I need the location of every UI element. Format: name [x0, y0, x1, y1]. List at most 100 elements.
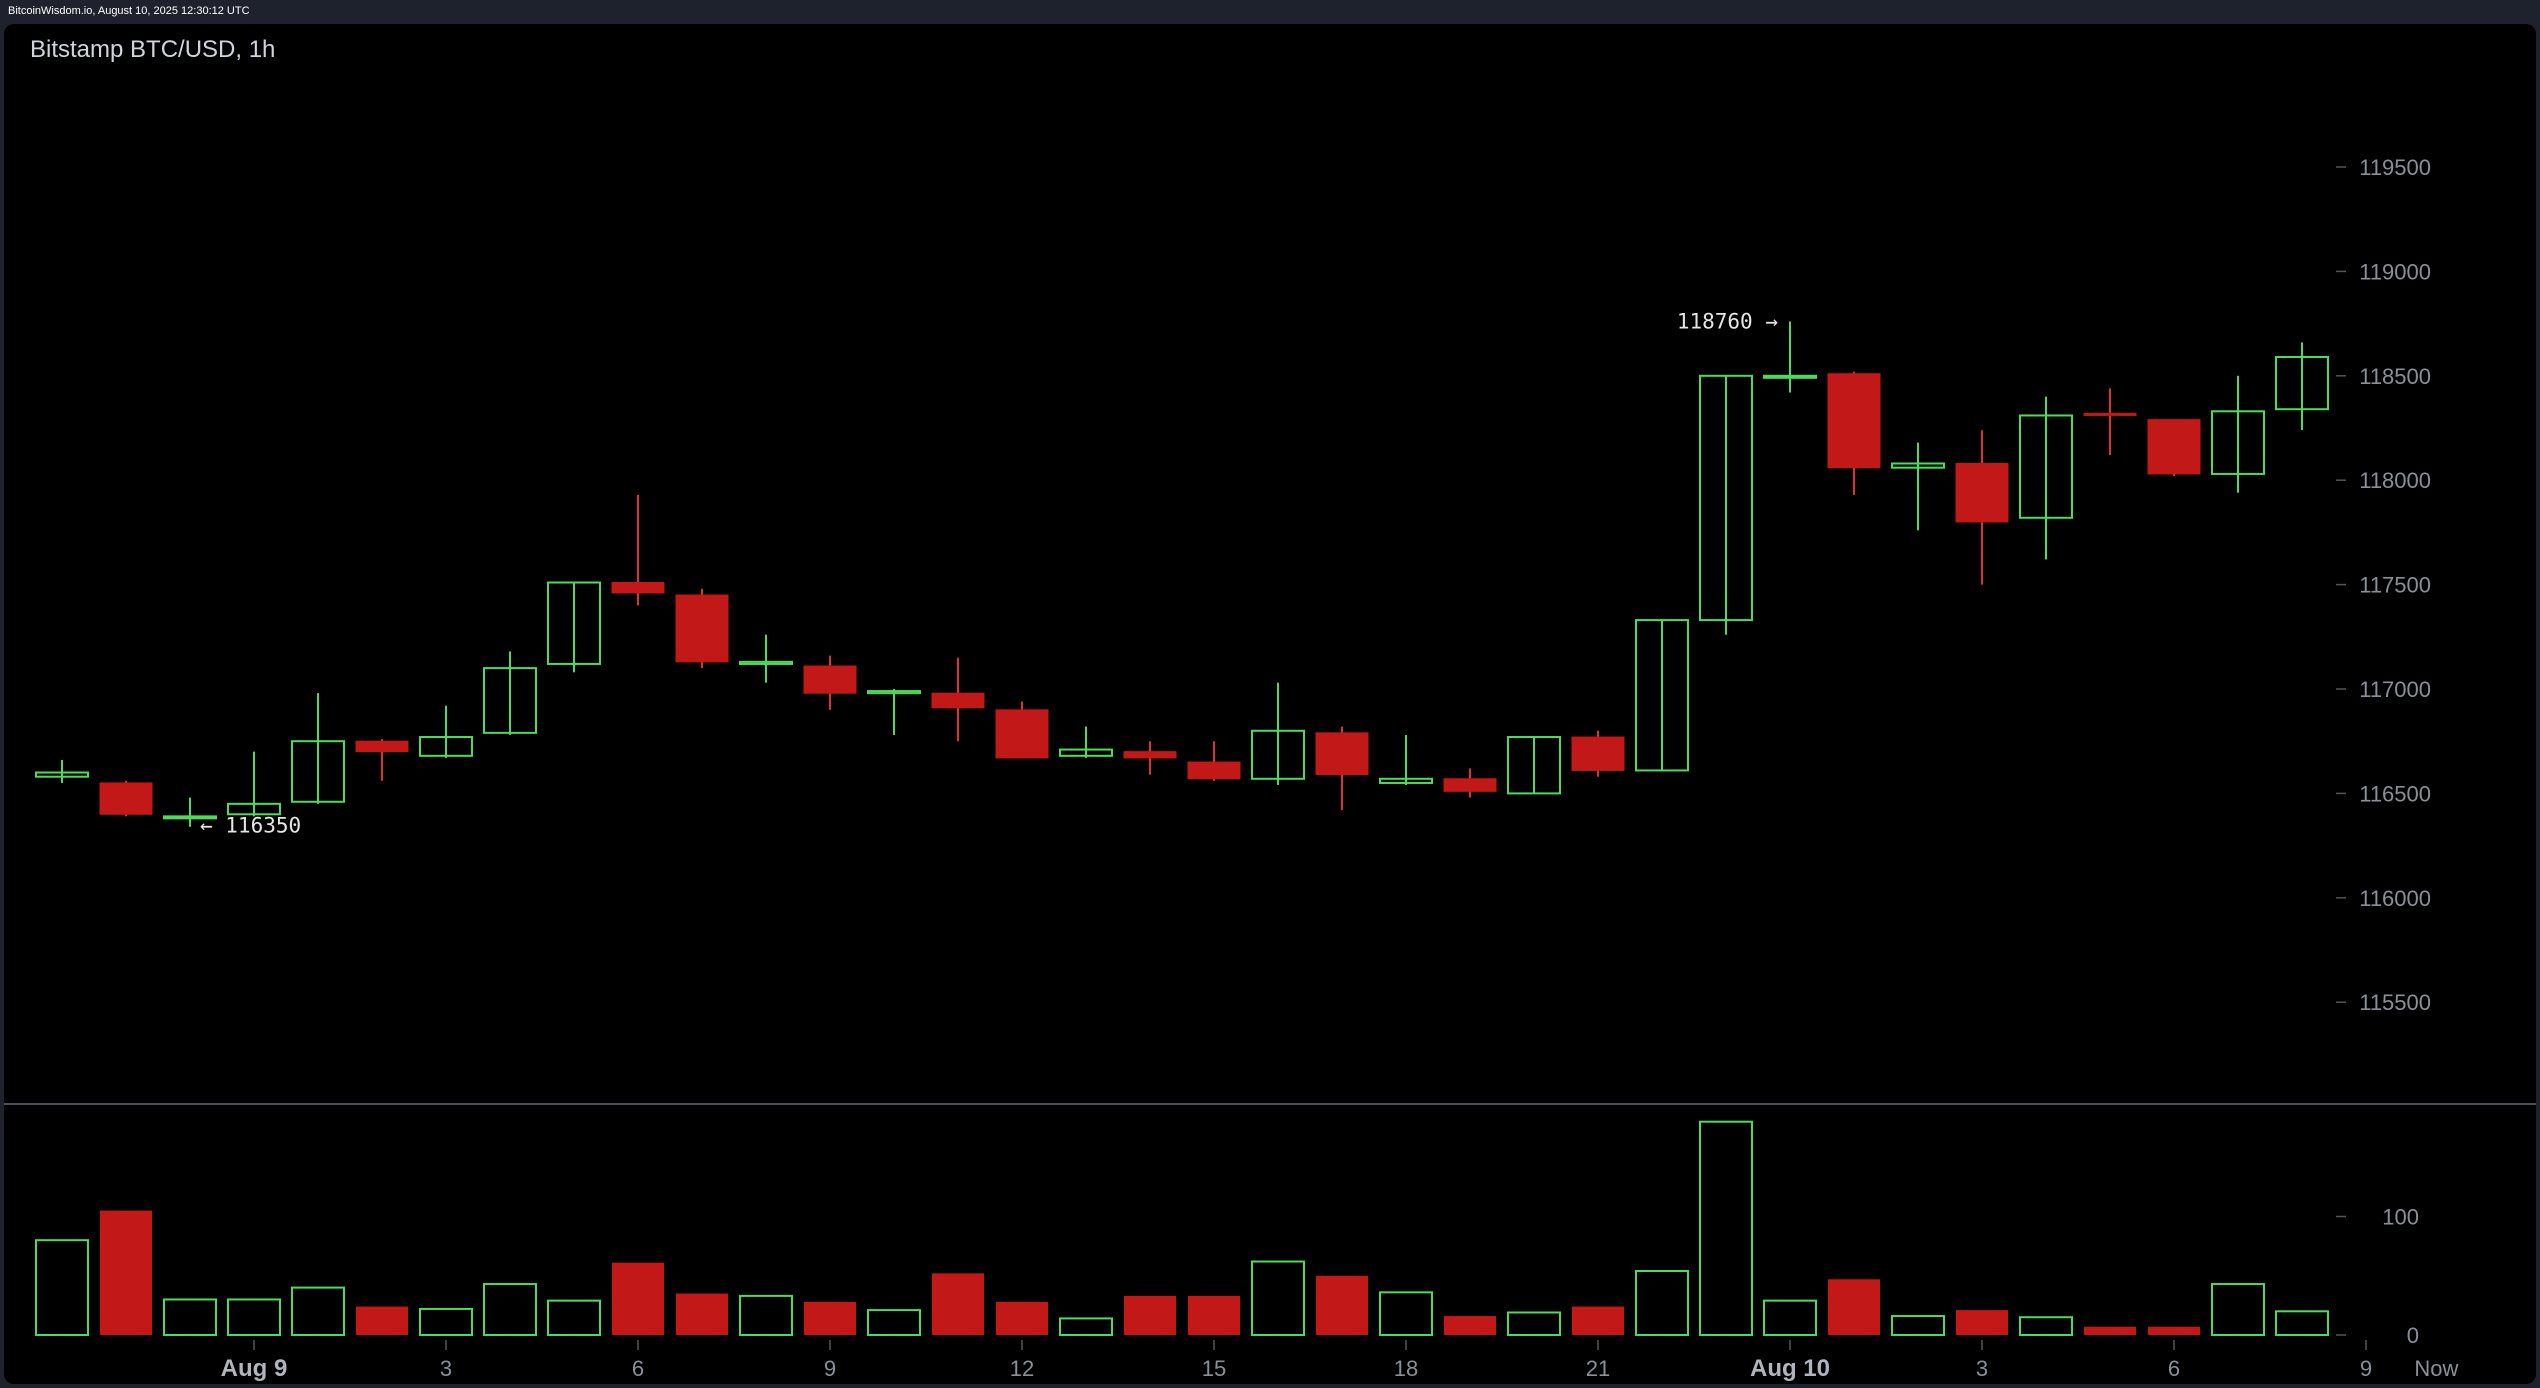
- candle-body-down: [1955, 462, 2009, 523]
- candle: [1443, 768, 1497, 798]
- price-tick-label: 115500: [2359, 990, 2431, 1015]
- candle: [1571, 730, 1625, 777]
- volume-bar-up: [1251, 1260, 1305, 1337]
- candle: [1059, 726, 1113, 758]
- volume-bar-up: [2275, 1310, 2329, 1337]
- candle-body-up: [1763, 374, 1817, 379]
- volume-bar-up: [2211, 1283, 2265, 1337]
- candle: [803, 655, 857, 710]
- volume-bar-down: [1572, 1306, 1624, 1335]
- candle-body-up: [1059, 748, 1113, 757]
- candle-body-up: [1507, 736, 1561, 795]
- candle-body-up: [35, 771, 89, 778]
- price-tick-label: 118500: [2359, 364, 2431, 389]
- volume-bar-down: [676, 1293, 728, 1335]
- candle: [291, 693, 345, 804]
- chart-panel: 115500 116000 116500 117000 117500 118000 1185…: [4, 24, 2536, 1384]
- volume-bar-up: [2019, 1316, 2073, 1336]
- price-tick-label: 119500: [2359, 155, 2431, 180]
- candle-body-down: [931, 692, 985, 709]
- candle: [1891, 442, 1945, 531]
- volume-bar-up: [1763, 1299, 1817, 1337]
- candle-body-down: [803, 665, 857, 694]
- volume-bar-down: [1124, 1295, 1176, 1335]
- time-label: 3: [1976, 1356, 1988, 1381]
- candle-body-down: [1123, 751, 1177, 759]
- volume-bar-up: [1699, 1120, 1753, 1336]
- candle: [1187, 741, 1241, 781]
- candle: [99, 780, 153, 817]
- candle-body-up: [2211, 410, 2265, 475]
- candle: [2147, 419, 2201, 477]
- volume-bar-down: [1956, 1310, 2008, 1335]
- time-label: 12: [1010, 1356, 1034, 1381]
- candle: [483, 651, 537, 735]
- candle-body-up: [227, 802, 281, 816]
- time-label: 18: [1394, 1356, 1418, 1381]
- candle: [611, 494, 665, 606]
- candle: [1379, 734, 1433, 786]
- chart-title: Bitstamp BTC/USD, 1h: [30, 36, 276, 63]
- volume-bar-down: [612, 1262, 664, 1335]
- time-label: 6: [632, 1356, 644, 1381]
- candle: [547, 581, 601, 673]
- price-tick-label: 118000: [2359, 468, 2431, 493]
- candle-body-down: [611, 582, 665, 594]
- candle-body-up: [419, 736, 473, 757]
- candle: [1123, 741, 1177, 775]
- volume-bar-down: [1188, 1295, 1240, 1335]
- candle: [1507, 736, 1561, 795]
- volume-tick-label: 0: [2407, 1323, 2419, 1348]
- candle: [2275, 342, 2329, 431]
- candle-body-down: [1315, 732, 1369, 776]
- candle: [995, 701, 1049, 759]
- volume-bar-up: [227, 1298, 281, 1336]
- candle-body-up: [547, 581, 601, 665]
- candle: [1763, 321, 1817, 393]
- candle-body-up: [1379, 777, 1433, 784]
- candlestick-chart: 115500 116000 116500 117000 117500 118000 1185…: [4, 155, 2536, 1382]
- volume-bar-up: [291, 1286, 345, 1336]
- volume-bar-up: [547, 1299, 601, 1337]
- candle-body-up: [2275, 356, 2329, 411]
- candle-body-up: [867, 690, 921, 695]
- volume-bar-up: [1891, 1315, 1945, 1337]
- volume-bar-down: [1316, 1275, 1368, 1335]
- candle: [1315, 726, 1369, 811]
- volume-bar-up: [739, 1294, 793, 1337]
- top-bar: BitcoinWisdom.io, August 10, 2025 12:30:…: [0, 0, 2540, 24]
- volume-bar-up: [867, 1309, 921, 1336]
- candle: [867, 689, 921, 735]
- candle: [227, 751, 281, 817]
- candle-body-down: [2147, 419, 2201, 475]
- candle-body-up: [291, 740, 345, 803]
- time-label: Aug 10: [1750, 1355, 1830, 1382]
- volume-bar-down: [1444, 1316, 1496, 1335]
- volume-bar-down: [2148, 1326, 2200, 1335]
- candle-body-down: [2083, 412, 2137, 416]
- candle-body-down: [1827, 373, 1881, 469]
- candle-body-up: [1635, 619, 1689, 772]
- time-label: 9: [824, 1356, 836, 1381]
- candle-body-down: [1571, 736, 1625, 771]
- price-annotation: ← 116350: [200, 814, 301, 838]
- volume-bar-up: [1507, 1311, 1561, 1336]
- volume-bar-down: [804, 1301, 856, 1335]
- candle: [1827, 371, 1881, 495]
- candle-body-up: [1251, 729, 1305, 780]
- volume-tick-label: 100: [2382, 1205, 2419, 1230]
- candle: [931, 657, 985, 742]
- time-label: Aug 9: [221, 1355, 288, 1382]
- candle-body-down: [99, 782, 153, 815]
- candle: [739, 634, 793, 683]
- candle-body-up: [739, 660, 793, 665]
- time-label: 9: [2360, 1356, 2372, 1381]
- source-label: BitcoinWisdom.io, August 10, 2025 12:30:…: [8, 5, 250, 17]
- candle: [163, 797, 217, 827]
- price-tick-label: 116000: [2359, 886, 2431, 911]
- candle-body-up: [1699, 374, 1753, 622]
- candle-body-down: [1187, 761, 1241, 780]
- candle-body-up: [163, 815, 217, 820]
- volume-bar-up: [419, 1307, 473, 1337]
- price-tick-label: 117000: [2359, 677, 2431, 702]
